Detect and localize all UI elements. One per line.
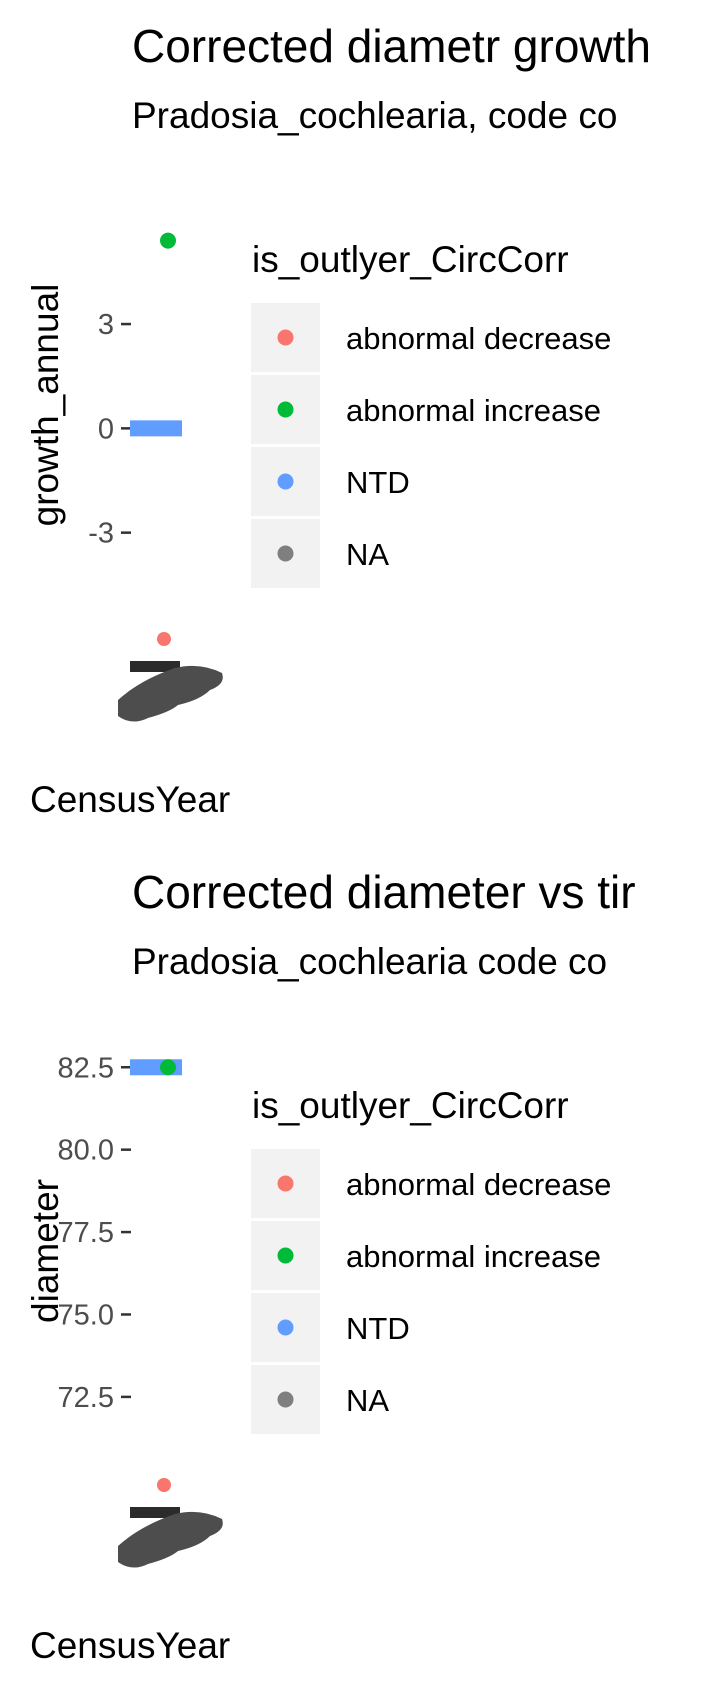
legend: is_outlyer_CircCorr abnormal decrease abn… xyxy=(251,239,611,588)
chart-subtitle: Pradosia_cochlearia code co xyxy=(132,941,607,982)
diameter-chart: Corrected diameter vs tir Pradosia_cochl… xyxy=(25,866,636,1666)
y-axis: 3 0 -3 xyxy=(88,309,131,550)
data-point-abnormal-increase xyxy=(160,1059,176,1076)
y-tick-label: 0 xyxy=(98,413,114,445)
data-marks xyxy=(130,232,182,437)
legend-key-point xyxy=(277,1175,294,1192)
legend-key-point xyxy=(277,329,294,346)
legend-label: NTD xyxy=(346,465,410,500)
overlapping-decrease-point xyxy=(157,1478,171,1492)
data-marks xyxy=(130,1059,182,1076)
legend-label: NA xyxy=(346,1383,389,1418)
overlapping-tick-mark xyxy=(130,1507,180,1518)
y-axis-title: growth_annual xyxy=(25,284,66,527)
legend-key-point xyxy=(277,473,294,490)
y-tick-label: 3 xyxy=(98,309,114,341)
y-tick-label: 80.0 xyxy=(58,1135,114,1167)
growth-chart-panel: Corrected diametr growth Pradosia_cochle… xyxy=(0,0,728,846)
legend-label: abnormal decrease xyxy=(346,321,611,356)
growth-chart: Corrected diametr growth Pradosia_cochle… xyxy=(25,20,651,820)
legend-label: abnormal decrease xyxy=(346,1167,611,1202)
overlapping-tick-labels xyxy=(118,1511,223,1568)
y-tick-label: 75.0 xyxy=(58,1299,114,1331)
y-tick-label: 72.5 xyxy=(58,1382,114,1414)
chart-subtitle: Pradosia_cochlearia, code co xyxy=(132,95,617,136)
x-axis-tick-labels-overlap xyxy=(118,632,223,722)
legend-label: NA xyxy=(346,537,389,572)
legend-key-point xyxy=(277,1247,294,1264)
legend-key-point xyxy=(277,401,294,418)
overlapping-tick-labels xyxy=(118,665,223,722)
y-tick-label: -3 xyxy=(88,518,114,550)
overlapping-tick-mark xyxy=(130,661,180,672)
y-tick-label: 77.5 xyxy=(58,1217,114,1249)
legend-key-point xyxy=(277,545,294,562)
legend-title: is_outlyer_CircCorr xyxy=(252,239,569,280)
overlapping-decrease-point xyxy=(157,632,171,646)
diameter-chart-panel: Corrected diameter vs tir Pradosia_cochl… xyxy=(0,846,728,1692)
y-axis: 82.5 80.0 77.5 75.0 72.5 xyxy=(58,1052,131,1414)
legend: is_outlyer_CircCorr abnormal decrease abn… xyxy=(251,1085,611,1434)
legend-label: abnormal increase xyxy=(346,1239,601,1274)
x-axis-title: CensusYear xyxy=(30,779,230,820)
legend-label: abnormal increase xyxy=(346,393,601,428)
legend-title: is_outlyer_CircCorr xyxy=(252,1085,569,1126)
chart-title: Corrected diametr growth xyxy=(132,20,651,72)
legend-label: NTD xyxy=(346,1311,410,1346)
chart-title: Corrected diameter vs tir xyxy=(132,866,636,918)
x-axis-tick-labels-overlap xyxy=(118,1478,223,1568)
y-axis-title: diameter xyxy=(25,1179,66,1323)
x-axis-title: CensusYear xyxy=(30,1625,230,1666)
data-point-abnormal-increase xyxy=(160,232,176,249)
legend-key-point xyxy=(277,1391,294,1408)
data-point-ntd xyxy=(130,420,182,437)
legend-key-point xyxy=(277,1319,294,1336)
y-tick-label: 82.5 xyxy=(58,1052,114,1084)
